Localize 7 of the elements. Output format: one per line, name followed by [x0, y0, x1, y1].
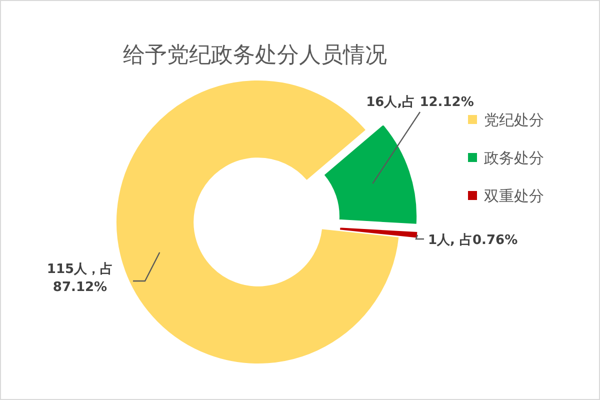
legend-label: 党纪处分 — [484, 111, 544, 129]
legend-label: 政务处分 — [484, 149, 544, 167]
data-label: 1人, 占0.76% — [428, 233, 518, 248]
data-label: 115人，占 87.12% — [46, 262, 114, 295]
legend-label: 双重处分 — [484, 187, 544, 205]
chart-title: 给予党纪政务处分人员情况 — [123, 43, 387, 68]
data-label: 16人,占 12.12% — [366, 95, 474, 110]
